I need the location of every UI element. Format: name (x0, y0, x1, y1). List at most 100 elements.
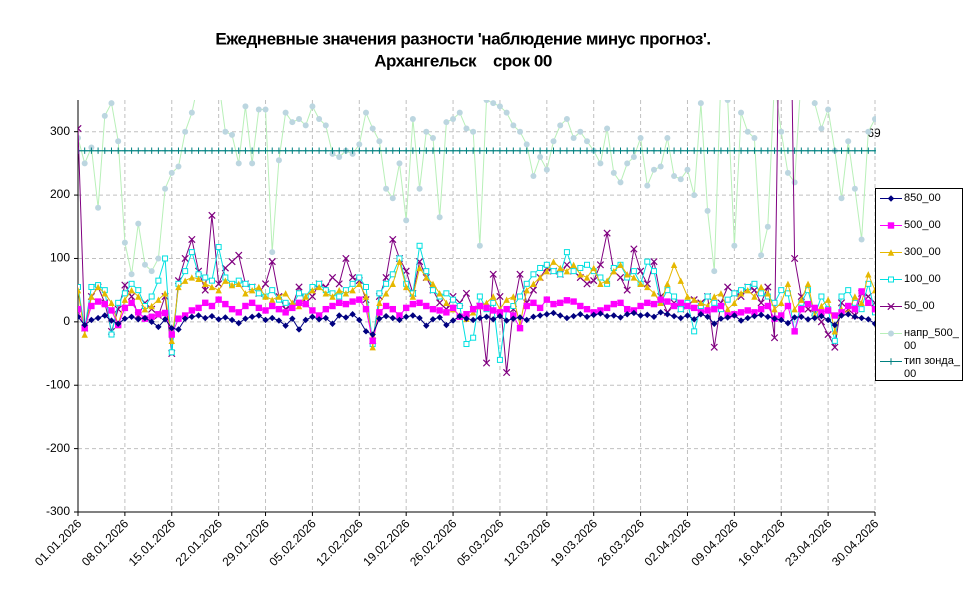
point (315, 312, 323, 319)
point (389, 147, 396, 154)
legend-marker (887, 302, 895, 311)
point (623, 271, 631, 278)
legend-marker (887, 222, 895, 229)
point (262, 106, 269, 113)
point (88, 283, 95, 290)
point (664, 280, 671, 288)
point (148, 302, 155, 310)
point (757, 147, 765, 154)
x-tick-label: 26.02.2026 (407, 516, 460, 569)
point (289, 119, 296, 126)
point (583, 313, 591, 320)
point (757, 305, 765, 313)
point (389, 271, 396, 278)
point (603, 147, 611, 154)
point (704, 207, 711, 214)
point (416, 147, 423, 154)
point (101, 290, 108, 297)
point (798, 147, 805, 154)
point (423, 268, 430, 275)
point (650, 147, 658, 154)
legend-marker (888, 330, 894, 337)
point (376, 309, 383, 316)
legend-marker (887, 358, 895, 365)
point (536, 312, 544, 319)
point (731, 147, 738, 154)
point (443, 309, 450, 316)
point (148, 268, 155, 275)
point (563, 116, 570, 123)
point (697, 299, 705, 307)
point (758, 290, 765, 297)
point (101, 300, 108, 308)
point (557, 147, 564, 154)
x-tick-label: 19.03.2026 (548, 516, 601, 569)
point (657, 296, 664, 303)
point (336, 293, 343, 300)
legend-label: 300_00 (904, 246, 941, 258)
x-tick-label: 12.02.2026 (313, 516, 366, 569)
point (610, 312, 617, 319)
point (670, 312, 678, 320)
point (376, 290, 383, 297)
point (758, 252, 765, 259)
point (101, 147, 108, 154)
point (858, 147, 865, 154)
point (81, 160, 88, 167)
point (162, 255, 169, 262)
point (496, 356, 503, 363)
legend-label: тип зонда_00 (904, 355, 960, 380)
point (496, 309, 504, 316)
point (78, 313, 82, 320)
point (88, 293, 95, 300)
point (751, 135, 758, 142)
point (644, 182, 651, 189)
point (824, 316, 832, 324)
point (255, 147, 263, 154)
point (202, 274, 209, 281)
point (831, 147, 839, 154)
point (248, 147, 256, 154)
point (289, 304, 296, 312)
point (476, 302, 484, 310)
point (677, 277, 684, 284)
point (396, 312, 403, 319)
point (88, 147, 95, 154)
point (824, 307, 832, 314)
point (362, 283, 369, 290)
point (369, 125, 376, 132)
point (389, 305, 396, 313)
point (872, 116, 876, 123)
point (322, 122, 329, 129)
point (81, 331, 88, 338)
point (369, 344, 376, 351)
point (389, 314, 396, 322)
point (757, 311, 765, 319)
point (402, 313, 410, 320)
point (697, 147, 705, 154)
point (523, 147, 530, 154)
point (469, 305, 477, 313)
point (858, 236, 865, 243)
point (315, 316, 323, 323)
point (155, 147, 162, 154)
point (865, 128, 872, 135)
point (436, 307, 443, 314)
point (456, 312, 463, 320)
point (295, 283, 303, 291)
point (483, 100, 490, 103)
point (296, 290, 303, 297)
point (141, 305, 149, 313)
point (295, 147, 303, 154)
point (784, 302, 792, 310)
series (78, 288, 876, 345)
point (731, 242, 738, 249)
chart-subtitle: Архангельск срок 00 (374, 51, 552, 70)
point (255, 106, 262, 113)
point (403, 217, 410, 224)
series (78, 309, 876, 338)
point (248, 313, 256, 320)
point (871, 147, 876, 154)
point (657, 147, 664, 154)
point (148, 313, 155, 320)
